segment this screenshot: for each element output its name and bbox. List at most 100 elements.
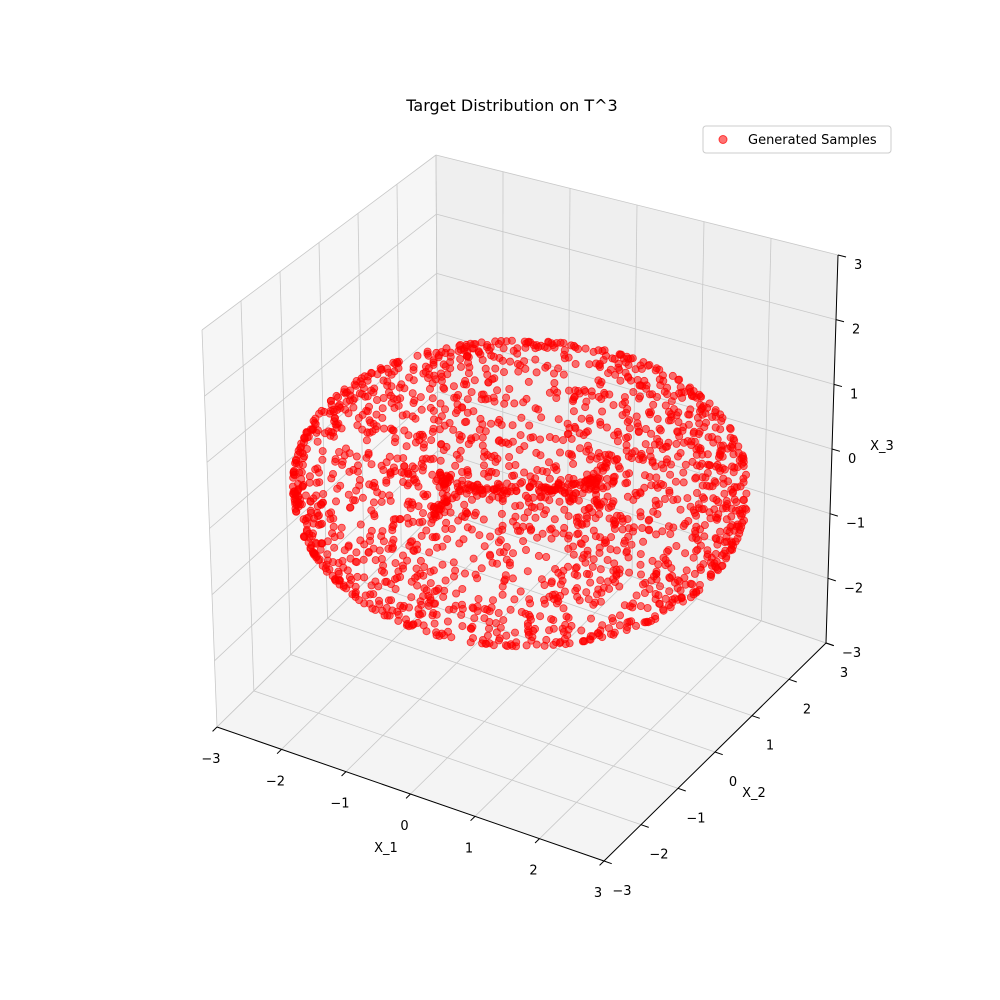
sample-point [622,408,631,417]
sample-point [564,512,573,521]
sample-point [502,631,511,640]
sample-point [579,637,588,646]
sample-point [683,494,692,503]
sample-point [717,416,726,425]
sample-point [629,495,638,504]
sample-point [651,366,660,375]
sample-point [419,369,428,378]
z-tick-label: −1 [846,517,865,532]
sample-point [648,556,657,565]
sample-point [345,396,354,405]
sample-point [642,384,651,393]
sample-point [498,582,507,591]
sample-point [540,510,549,519]
sample-point [591,514,600,523]
sample-point [726,433,735,442]
sample-point [510,399,519,408]
sample-point [615,464,624,473]
sample-point [506,357,515,366]
sample-point [519,537,528,546]
sample-point [657,460,666,469]
y-tick-label: −2 [649,848,668,863]
sample-point [679,478,688,487]
sample-point [711,563,720,572]
sample-point [382,577,391,586]
sample-point [402,442,411,451]
sample-point [396,601,405,610]
sample-point [384,596,393,605]
tick-mark [212,726,218,732]
sample-point [446,508,455,517]
sample-point [508,421,517,430]
sample-point [449,425,458,434]
sample-point [382,478,391,487]
sample-point [406,504,415,513]
sample-point [416,393,425,402]
sample-point [711,534,720,543]
sample-point [721,546,730,555]
sample-point [317,500,326,509]
y-tick-label: −1 [686,811,705,826]
sample-point [650,440,659,449]
sample-point [404,479,413,488]
sample-point [713,540,722,549]
sample-point [564,353,573,362]
sample-point [524,377,533,386]
sample-point [507,336,516,345]
sample-point [667,460,676,469]
sample-point [413,351,422,360]
sample-point [413,618,422,627]
sample-point [498,590,507,599]
sample-point [661,594,670,603]
sample-point [596,380,605,389]
sample-point [607,630,616,639]
sample-point [523,508,532,517]
sample-point [501,575,510,584]
sample-point [378,404,387,413]
sample-point [490,485,499,494]
sample-point [435,511,444,520]
sample-point [584,595,593,604]
sample-point [317,539,326,548]
sample-point [545,474,554,483]
sample-point [687,441,696,450]
sample-point [620,539,629,548]
sample-point [346,554,355,563]
sample-point [618,400,627,409]
tick-mark [603,860,612,865]
sample-point [353,421,362,430]
sample-point [494,609,503,618]
sample-point [666,603,675,612]
sample-point [511,502,520,511]
sample-point [389,394,398,403]
sample-point [636,560,645,569]
sample-point [505,561,514,570]
sample-point [480,614,489,623]
sample-point [598,621,607,630]
sample-point [495,634,504,643]
sample-point [460,569,469,578]
sample-point [565,386,574,395]
x-tick-label: 3 [594,886,602,901]
sample-point [488,596,497,605]
sample-point [692,546,701,555]
sample-point [555,497,564,506]
sample-point [605,514,614,523]
sample-point [562,612,571,621]
sample-point [420,563,429,572]
sample-point [707,571,716,580]
sample-point [481,427,490,436]
x-tick-label: −2 [266,774,285,789]
sample-point [545,458,554,467]
x-tick-label: −1 [330,797,349,812]
sample-point [569,459,578,468]
sample-point [352,452,361,461]
sample-point [569,395,578,404]
sample-point [336,531,345,540]
sample-point [453,479,462,488]
sample-point [427,519,436,528]
grid-line-back-z [435,154,839,256]
sample-point [367,460,376,469]
x-tick-label: 1 [465,841,473,856]
sample-point [742,470,751,479]
